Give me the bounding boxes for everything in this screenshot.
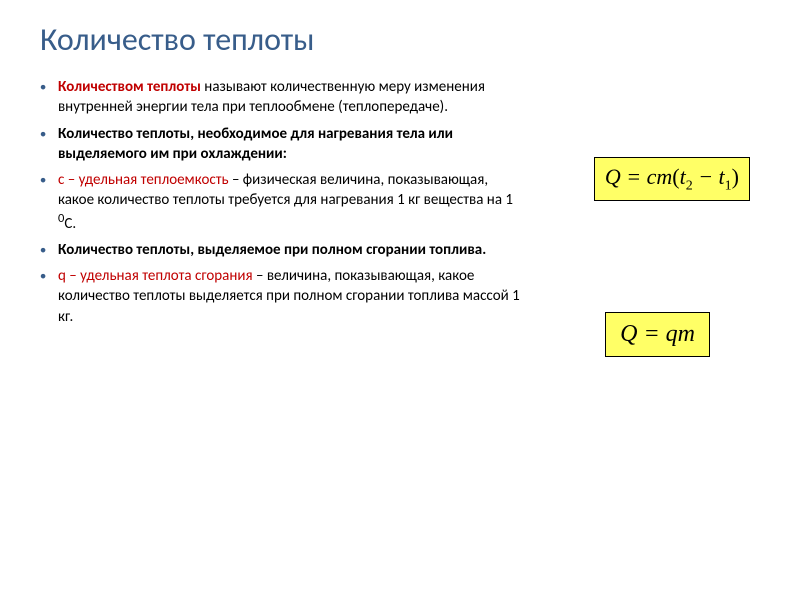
bullet-item: c – удельная теплоемкость – физическая в… — [40, 170, 520, 234]
bullet-item: Количеством теплоты называют количествен… — [40, 77, 520, 118]
formula-heat-transfer: Q = cm(t2 − t1) — [594, 157, 750, 201]
bullet-item: q – удельная теплота сгорания – величина… — [40, 266, 520, 327]
formula-combustion: Q = qm — [605, 312, 710, 357]
formula-column: Q = cm(t2 − t1) Q = qm — [540, 77, 750, 333]
text-column: Количеством теплоты называют количествен… — [40, 77, 520, 333]
bullet-item: Количество теплоты, необходимое для нагр… — [40, 124, 520, 165]
bullet-list: Количеством теплоты называют количествен… — [40, 77, 520, 327]
bullet-item: Количество теплоты, выделяемое при полно… — [40, 240, 520, 260]
slide-title: Количество теплоты — [40, 20, 760, 59]
